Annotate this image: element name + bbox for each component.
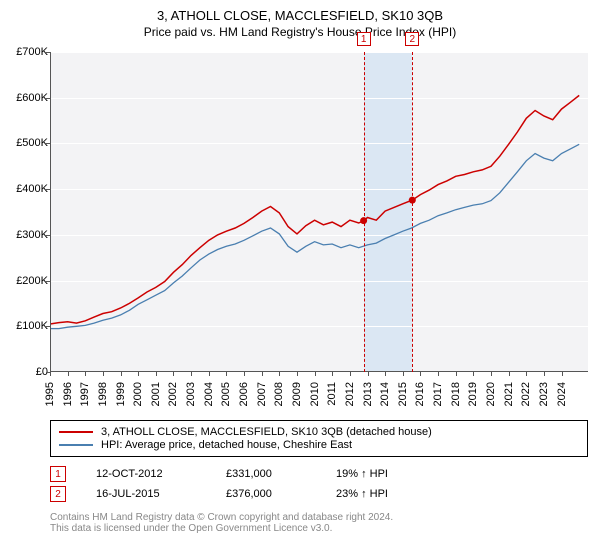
x-tick-label: 2000 bbox=[132, 382, 144, 406]
event-badge: 1 bbox=[50, 466, 66, 482]
y-axis: £0£100K£200K£300K£400K£500K£600K£700K bbox=[0, 52, 48, 372]
chart-subtitle: Price paid vs. HM Land Registry's House … bbox=[0, 25, 600, 39]
legend-row: 3, ATHOLL CLOSE, MACCLESFIELD, SK10 3QB … bbox=[59, 426, 579, 438]
event-vline bbox=[364, 52, 365, 372]
event-price: £376,000 bbox=[226, 488, 306, 500]
x-tick-label: 2010 bbox=[309, 382, 321, 406]
x-tick-label: 1999 bbox=[115, 382, 127, 406]
x-tick-label: 2007 bbox=[256, 382, 268, 406]
x-tick-label: 2023 bbox=[538, 382, 550, 406]
event-vline bbox=[412, 52, 413, 372]
y-tick-mark bbox=[46, 235, 50, 236]
x-tick-label: 2008 bbox=[273, 382, 285, 406]
y-tick-mark bbox=[46, 52, 50, 53]
x-tick-label: 2012 bbox=[344, 382, 356, 406]
y-tick-label: £500K bbox=[0, 137, 48, 149]
y-tick-mark bbox=[46, 189, 50, 190]
legend-swatch bbox=[59, 431, 93, 433]
plot-area: 12 bbox=[50, 52, 588, 372]
x-tick-label: 2024 bbox=[556, 382, 568, 406]
x-axis: 1995199619971998199920002001200220032004… bbox=[50, 376, 588, 416]
legend-label: HPI: Average price, detached house, Ches… bbox=[101, 439, 352, 451]
y-tick-label: £100K bbox=[0, 320, 48, 332]
x-tick-label: 2009 bbox=[291, 382, 303, 406]
event-price: £331,000 bbox=[226, 468, 306, 480]
x-tick-label: 2016 bbox=[414, 382, 426, 406]
x-tick-label: 2013 bbox=[362, 382, 374, 406]
x-tick-label: 2021 bbox=[503, 382, 515, 406]
y-tick-label: £700K bbox=[0, 46, 48, 58]
x-tick-label: 2017 bbox=[432, 382, 444, 406]
plot-svg bbox=[50, 52, 588, 372]
x-tick-label: 1996 bbox=[62, 382, 74, 406]
x-tick-label: 2004 bbox=[203, 382, 215, 406]
x-tick-label: 2005 bbox=[220, 382, 232, 406]
x-tick-label: 2019 bbox=[467, 382, 479, 406]
footer-line-2: This data is licensed under the Open Gov… bbox=[50, 523, 588, 534]
x-tick-label: 2018 bbox=[450, 382, 462, 406]
event-badge-on-chart: 2 bbox=[405, 32, 419, 46]
x-tick-label: 2003 bbox=[185, 382, 197, 406]
y-tick-mark bbox=[46, 143, 50, 144]
x-tick-label: 1995 bbox=[44, 382, 56, 406]
event-badge: 2 bbox=[50, 486, 66, 502]
y-tick-label: £0 bbox=[0, 366, 48, 378]
event-table: 1 12-OCT-2012 £331,000 19% ↑ HPI 2 16-JUL-201… bbox=[50, 462, 588, 506]
event-date: 12-OCT-2012 bbox=[96, 468, 196, 480]
event-delta: 23% ↑ HPI bbox=[336, 488, 388, 500]
x-tick-label: 2015 bbox=[397, 382, 409, 406]
y-tick-label: £400K bbox=[0, 183, 48, 195]
x-tick-label: 2011 bbox=[326, 382, 338, 406]
legend-swatch bbox=[59, 444, 93, 446]
event-badge-on-chart: 1 bbox=[357, 32, 371, 46]
x-tick-label: 1998 bbox=[97, 382, 109, 406]
event-date: 16-JUL-2015 bbox=[96, 488, 196, 500]
footer-attribution: Contains HM Land Registry data © Crown c… bbox=[50, 512, 588, 534]
legend-label: 3, ATHOLL CLOSE, MACCLESFIELD, SK10 3QB … bbox=[101, 426, 432, 438]
y-tick-label: £200K bbox=[0, 275, 48, 287]
series-line bbox=[50, 95, 579, 324]
y-tick-mark bbox=[46, 326, 50, 327]
x-tick-label: 2014 bbox=[379, 382, 391, 406]
event-delta: 19% ↑ HPI bbox=[336, 468, 388, 480]
y-tick-label: £300K bbox=[0, 229, 48, 241]
y-tick-label: £600K bbox=[0, 92, 48, 104]
footer-line-1: Contains HM Land Registry data © Crown c… bbox=[50, 512, 588, 523]
legend-row: HPI: Average price, detached house, Ches… bbox=[59, 439, 579, 451]
event-row: 2 16-JUL-2015 £376,000 23% ↑ HPI bbox=[50, 486, 588, 502]
chart-title: 3, ATHOLL CLOSE, MACCLESFIELD, SK10 3QB bbox=[0, 8, 600, 23]
x-tick-label: 2002 bbox=[167, 382, 179, 406]
series-line bbox=[50, 144, 579, 328]
chart-container: 3, ATHOLL CLOSE, MACCLESFIELD, SK10 3QB … bbox=[0, 0, 600, 560]
title-block: 3, ATHOLL CLOSE, MACCLESFIELD, SK10 3QB … bbox=[0, 0, 600, 39]
y-tick-mark bbox=[46, 281, 50, 282]
event-row: 1 12-OCT-2012 £331,000 19% ↑ HPI bbox=[50, 466, 588, 482]
x-tick-label: 2022 bbox=[520, 382, 532, 406]
legend: 3, ATHOLL CLOSE, MACCLESFIELD, SK10 3QB … bbox=[50, 420, 588, 457]
x-tick-label: 2006 bbox=[238, 382, 250, 406]
x-tick-label: 2001 bbox=[150, 382, 162, 406]
gridline bbox=[50, 372, 588, 373]
x-tick-label: 1997 bbox=[79, 382, 91, 406]
y-tick-mark bbox=[46, 98, 50, 99]
x-tick-label: 2020 bbox=[485, 382, 497, 406]
